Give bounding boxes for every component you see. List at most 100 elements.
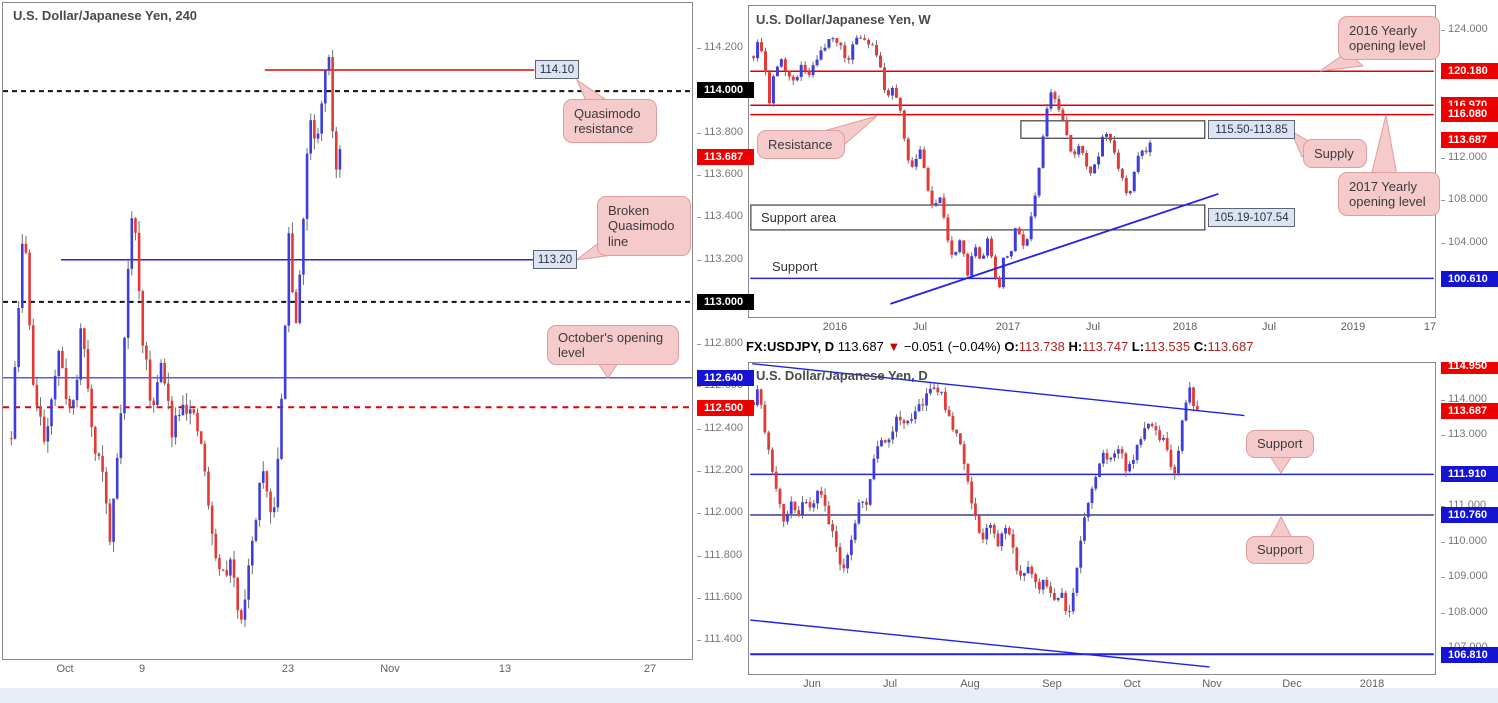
axis-tick-mark	[1441, 577, 1445, 578]
zone-115-50-113-85-label[interactable]: 115.50-113.85	[1208, 120, 1295, 139]
status-part: C:	[1193, 339, 1208, 354]
resistance-weekly-callout[interactable]: Resistance	[757, 130, 845, 159]
time-axis-label: 2018	[1359, 678, 1385, 690]
axis-tick-label: 114.200	[704, 41, 743, 53]
price-badge: 100.610	[1441, 271, 1498, 287]
zone-rectangle[interactable]	[750, 204, 1206, 231]
price-badge: 113.687	[1441, 403, 1498, 419]
axis-tick-mark	[697, 217, 701, 218]
axis-tick-label: 113.000	[1448, 428, 1487, 440]
time-axis-weekly[interactable]: 2016 Jul 2017 Jul 2018 Jul 2019 17	[748, 321, 1436, 336]
axis-tick-mark	[1441, 158, 1445, 159]
time-axis-label: Jul	[1261, 321, 1277, 333]
axis-tick-mark	[697, 513, 701, 514]
trendline[interactable]	[752, 363, 1245, 417]
axis-tick-mark	[697, 640, 701, 641]
axis-tick-mark	[1441, 613, 1445, 614]
axis-tick-label: 112.400	[704, 422, 743, 434]
status-part: −0.051 (−0.04%)	[900, 339, 1005, 354]
time-axis-label: 2016	[822, 321, 848, 333]
status-part: L:	[1131, 339, 1145, 354]
candlestick-chart-daily[interactable]	[748, 362, 1436, 675]
axis-tick-label: 108.000	[1448, 193, 1488, 205]
axis-tick-label: 112.200	[704, 464, 743, 476]
price-badge: 112.500	[697, 400, 754, 416]
axis-tick-label: 112.000	[704, 506, 743, 518]
supply-callout[interactable]: Supply	[1303, 139, 1367, 168]
price-badge: 114.000	[697, 82, 754, 98]
axis-tick-label: 112.800	[704, 337, 743, 349]
time-axis-label: 2019	[1340, 321, 1366, 333]
time-axis-240min[interactable]: Oct 9 23 Nov 13 27	[2, 663, 693, 678]
axis-tick-mark	[1441, 542, 1445, 543]
symbol-status-bar: FX:USDJPY, D 113.687 ▼ −0.051 (−0.04%) O…	[746, 336, 1498, 358]
price-badge: 106.810	[1441, 647, 1498, 663]
time-axis-label: 2017	[995, 321, 1021, 333]
time-axis-label: Jul	[1085, 321, 1101, 333]
price-badge: 113.687	[697, 149, 754, 165]
status-part: FX:USDJPY, D	[746, 339, 838, 354]
chart-title-weekly: U.S. Dollar/Japanese Yen, W	[756, 12, 931, 27]
time-axis-label: Sep	[1042, 678, 1062, 690]
status-part: ▼	[887, 339, 901, 354]
axis-tick-mark	[697, 133, 701, 134]
price-axis-240min[interactable]: 114.200 113.800 113.600 113.400 113.200 112.8…	[697, 2, 754, 660]
chart-title-240: U.S. Dollar/Japanese Yen, 240	[13, 8, 198, 23]
zone-105-19-107-54-label[interactable]: 105.19-107.54	[1208, 208, 1295, 227]
time-axis-label: Dec	[1282, 678, 1302, 690]
axis-tick-mark	[1441, 506, 1445, 507]
axis-tick-mark	[1441, 243, 1445, 244]
axis-tick-mark	[1441, 400, 1445, 401]
axis-tick-label: 112.000	[1448, 151, 1487, 163]
time-axis-label: 2018	[1172, 321, 1198, 333]
octobers-opening-level-callout[interactable]: October's opening level	[547, 325, 679, 365]
support-daily-lower-callout[interactable]: Support	[1246, 536, 1314, 564]
quasimodo-resistance-callout[interactable]: Quasimodo resistance	[563, 99, 657, 143]
time-axis-daily[interactable]: Jun Jul Aug Sep Oct Nov Dec 2018	[748, 678, 1436, 693]
price-axis-daily[interactable]: 114.000 113.000 111.000 110.000 109.000 108.0…	[1441, 362, 1498, 675]
candles-layer	[10, 50, 342, 628]
status-part: 113.687	[1207, 339, 1254, 354]
trendline[interactable]	[750, 619, 1210, 668]
axis-tick-label: 113.600	[704, 168, 743, 180]
time-axis-label: Nov	[380, 663, 400, 675]
status-part: 113.738	[1018, 339, 1069, 354]
trendline[interactable]	[890, 192, 1219, 305]
price-badge: 113.687	[1441, 132, 1498, 148]
axis-tick-label: 111.800	[704, 549, 743, 561]
time-axis-label: Jun	[803, 678, 821, 690]
axis-tick-mark	[697, 386, 701, 387]
support-daily-upper-callout[interactable]: Support	[1246, 430, 1314, 458]
2016-yearly-opening-level-callout[interactable]: 2016 Yearly opening level	[1338, 16, 1440, 60]
support-area-label[interactable]: Support area	[761, 210, 837, 225]
time-axis-label: Aug	[960, 678, 980, 690]
time-axis-label: Jul	[912, 321, 928, 333]
axis-tick-label: 124.000	[1448, 23, 1488, 35]
level-114-10-label[interactable]: 114.10	[535, 60, 579, 79]
support-label-weekly[interactable]: Support	[772, 259, 818, 274]
broken-quasimodo-line-callout[interactable]: Broken Quasimodo line	[597, 196, 691, 256]
axis-tick-label: 104.000	[1448, 236, 1488, 248]
axis-tick-mark	[1441, 200, 1445, 201]
status-part: 113.535	[1144, 339, 1194, 354]
time-axis-label: 27	[643, 663, 657, 675]
axis-tick-label: 111.600	[704, 591, 743, 603]
axis-tick-mark	[1441, 30, 1445, 31]
2017-yearly-opening-level-callout[interactable]: 2017 Yearly opening level	[1338, 172, 1440, 216]
chart-title-daily: U.S. Dollar/Japanese Yen, D	[756, 368, 928, 383]
level-113-20-label[interactable]: 113.20	[533, 250, 577, 269]
axis-tick-label: 111.400	[704, 633, 743, 645]
zone-rectangle[interactable]	[1020, 120, 1206, 139]
time-axis-label: Oct	[1123, 678, 1141, 690]
time-axis-label: 13	[498, 663, 512, 675]
axis-tick-label: 109.000	[1448, 570, 1488, 582]
axis-tick-label: 114.000	[1448, 393, 1487, 405]
time-axis-label: Oct	[56, 663, 74, 675]
status-part: H:	[1068, 339, 1083, 354]
time-axis-label: 17	[1423, 321, 1437, 333]
time-axis-label: Nov	[1202, 678, 1222, 690]
candles-layer	[752, 381, 1199, 618]
price-axis-weekly[interactable]: 124.000 112.000 108.000 104.000 120.180 116.9…	[1441, 5, 1498, 318]
axis-tick-mark	[697, 429, 701, 430]
